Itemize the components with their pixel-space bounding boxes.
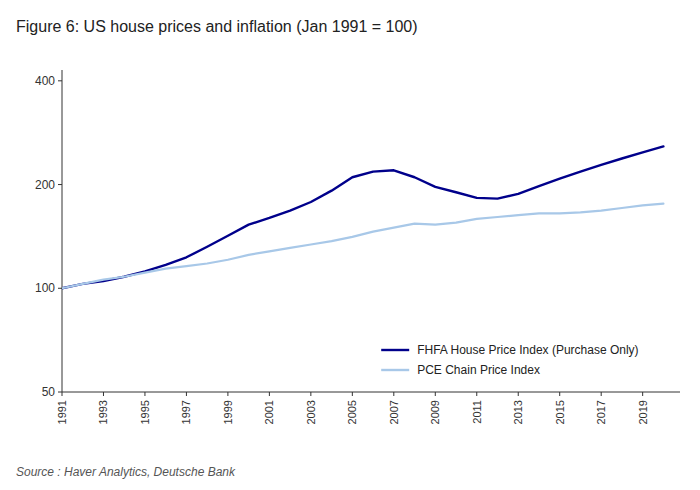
x-tick	[310, 392, 311, 396]
x-tick	[559, 392, 560, 396]
x-tick-label: 1995	[139, 400, 151, 424]
x-tick	[642, 392, 643, 396]
x-tick-label: 2005	[346, 400, 358, 424]
y-axis-line	[62, 70, 63, 392]
title: Figure 6: US house prices and inflation …	[16, 18, 418, 35]
x-tick-label: 2017	[595, 400, 607, 424]
series-line	[62, 146, 663, 288]
y-tick	[58, 288, 62, 289]
series-line	[62, 204, 663, 289]
x-tick	[144, 392, 145, 396]
plot-area	[62, 146, 663, 288]
y-tick-label: 50	[42, 385, 56, 399]
x-tick-label: 2013	[512, 400, 524, 424]
x-tick	[227, 392, 228, 396]
x-tick-label: 1999	[222, 400, 234, 424]
legend-swatch	[381, 349, 409, 351]
x-tick-label: 1993	[97, 400, 109, 424]
y-tick-label: 100	[35, 281, 55, 295]
x-tick-label: 2019	[637, 400, 649, 424]
x-tick	[352, 392, 353, 396]
y-tick	[58, 392, 62, 393]
legend: FHFA House Price Index (Purchase Only) PC…	[381, 343, 638, 377]
y-tick-label: 200	[35, 178, 55, 192]
x-axis-line	[62, 392, 680, 393]
x-tick-label: 1997	[180, 400, 192, 424]
x-tick	[518, 392, 519, 396]
x-tick	[601, 392, 602, 396]
x-tick-label: 1991	[56, 400, 68, 424]
source: Source : Haver Analytics, Deutsche Bank	[16, 465, 236, 479]
x-tick-label: 2007	[388, 400, 400, 424]
y-tick-label: 400	[35, 74, 55, 88]
x-tick	[435, 392, 436, 396]
legend-label: PCE Chain Price Index	[417, 363, 540, 377]
x-tick	[269, 392, 270, 396]
x-tick	[393, 392, 394, 396]
y-tick	[58, 184, 62, 185]
x-tick	[62, 392, 63, 396]
legend-swatch	[381, 369, 409, 371]
x-tick-label: 2015	[554, 400, 566, 424]
x-tick	[476, 392, 477, 396]
x-tick-label: 2001	[263, 400, 275, 424]
x-tick-label: 2003	[305, 400, 317, 424]
x-tick-label: 2009	[429, 400, 441, 424]
legend-label: FHFA House Price Index (Purchase Only)	[417, 343, 638, 357]
x-tick	[103, 392, 104, 396]
x-tick-label: 2011	[471, 400, 483, 424]
chart: Figure 6: US house prices and inflation …	[0, 0, 700, 490]
y-tick	[58, 80, 62, 81]
x-tick	[186, 392, 187, 396]
